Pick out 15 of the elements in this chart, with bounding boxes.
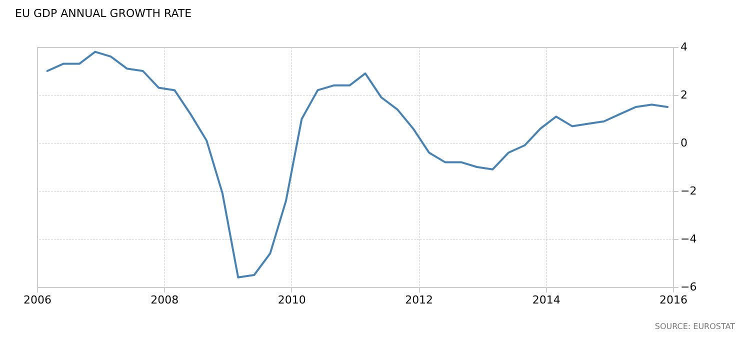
x-tick-label: 2014 [532,294,560,306]
line-series [46,50,669,278]
x-tick-label: 2006 [24,294,52,306]
x-tick-label: 2008 [150,294,179,306]
y-tick-label: −4 [680,232,697,246]
y-tick-label: 4 [680,40,688,54]
source-note: SOURCE: EUROSTAT [654,322,735,331]
x-tick-label: 2012 [405,294,434,306]
x-tick-label: 2010 [278,294,306,306]
y-tick-label: 2 [680,88,688,102]
chart-title: EU GDP ANNUAL GROWTH RATE [15,7,192,20]
y-tick-label: −2 [680,184,697,198]
x-tick-label: 2016 [660,294,688,306]
y-tick-label: −6 [680,280,697,294]
y-tick-label: 0 [680,136,688,150]
